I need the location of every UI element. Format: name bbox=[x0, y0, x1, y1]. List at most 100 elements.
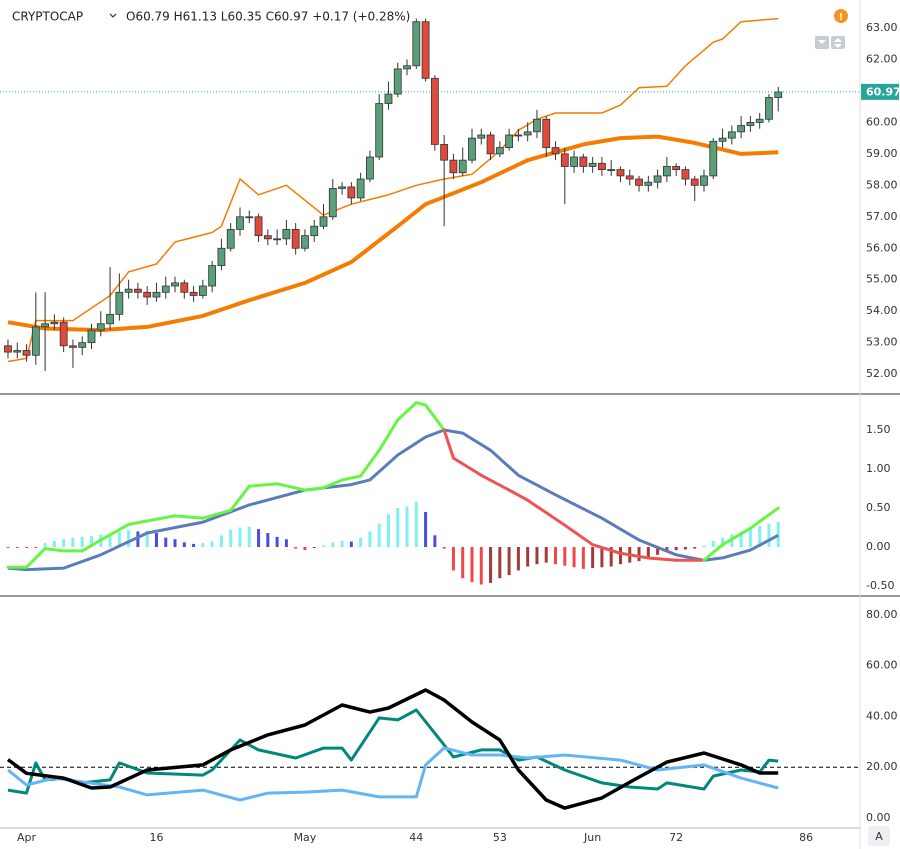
x-tick-label: May bbox=[294, 831, 317, 844]
candle-body bbox=[375, 103, 384, 158]
candle-body bbox=[366, 156, 374, 180]
y-tick-label: 0.50 bbox=[866, 501, 891, 514]
candle-body bbox=[598, 162, 606, 170]
histogram-bar bbox=[257, 529, 261, 548]
candle-body bbox=[134, 288, 142, 293]
candle-body bbox=[718, 137, 727, 142]
fast-line-segment bbox=[414, 401, 428, 407]
fast-line-segment bbox=[275, 482, 307, 492]
candle-body bbox=[217, 247, 226, 266]
candle-body bbox=[50, 321, 59, 325]
candle-body bbox=[189, 291, 198, 296]
x-tick-label: 72 bbox=[669, 831, 683, 844]
histogram-bar bbox=[721, 537, 725, 548]
candle-body bbox=[198, 285, 207, 296]
candle-body bbox=[737, 125, 746, 133]
histogram-bar bbox=[80, 536, 84, 548]
histogram-bar bbox=[15, 547, 19, 549]
histogram-bar bbox=[182, 542, 186, 548]
fast-line-segment bbox=[201, 508, 233, 520]
line bbox=[7, 428, 779, 572]
fast-line-segment bbox=[99, 522, 131, 542]
candle-body bbox=[208, 265, 217, 287]
fast-line-segment bbox=[563, 523, 595, 547]
histogram-bar bbox=[25, 547, 29, 549]
candle-body bbox=[356, 178, 365, 199]
symbol[interactable]: CRYPTOCAP bbox=[12, 10, 83, 24]
histogram-bar bbox=[674, 547, 678, 551]
histogram-bar bbox=[164, 537, 168, 548]
histogram-bar bbox=[229, 529, 233, 548]
histogram-bar bbox=[646, 547, 650, 559]
alert-icon[interactable] bbox=[834, 9, 848, 23]
histogram-bar bbox=[591, 547, 595, 569]
histogram-bar bbox=[294, 547, 298, 549]
histogram-bar bbox=[489, 547, 493, 583]
histogram-bar bbox=[275, 536, 279, 548]
fast-line-segment bbox=[80, 538, 103, 553]
candle-body bbox=[96, 323, 105, 331]
candle-body bbox=[430, 77, 439, 145]
histogram-bar bbox=[498, 547, 502, 579]
candle-body bbox=[579, 156, 588, 167]
histogram-bar bbox=[479, 547, 483, 585]
candle-body bbox=[468, 137, 476, 161]
candle-body bbox=[542, 118, 551, 148]
histogram-bar bbox=[136, 531, 140, 548]
y-tick-label: -0.50 bbox=[866, 579, 894, 592]
histogram-bar bbox=[767, 523, 771, 548]
y-tick-label: 1.00 bbox=[866, 462, 891, 475]
y-tick-label: 57.00 bbox=[866, 210, 898, 223]
fast-line-segment bbox=[442, 428, 455, 460]
histogram-bar bbox=[758, 525, 762, 548]
fast-line-segment bbox=[127, 514, 177, 526]
arrow-icon bbox=[818, 40, 826, 44]
x-tick-label: 86 bbox=[799, 831, 813, 844]
y-tick-label: 0.00 bbox=[866, 811, 891, 824]
candle-body bbox=[115, 291, 124, 315]
histogram-bar bbox=[71, 537, 75, 548]
histogram-bar bbox=[739, 531, 743, 548]
histogram-bar bbox=[349, 541, 353, 548]
ohlc-legend: O60.79 H61.13 L60.35 C60.97 +0.17 (+0.28… bbox=[126, 10, 410, 24]
candle-body bbox=[616, 169, 625, 177]
histogram-bar bbox=[544, 547, 548, 563]
candle-body bbox=[384, 93, 393, 104]
candle-body bbox=[588, 162, 597, 167]
candle-body bbox=[301, 235, 309, 249]
histogram-bar bbox=[516, 547, 520, 571]
candle-body bbox=[282, 228, 291, 240]
scale-up-button[interactable] bbox=[831, 36, 845, 49]
histogram-bar bbox=[127, 529, 131, 548]
candle-body bbox=[514, 134, 523, 137]
symbol-dropdown[interactable] bbox=[109, 13, 117, 18]
histogram-bar bbox=[34, 547, 38, 549]
histogram-bar bbox=[405, 506, 409, 548]
histogram-bar bbox=[154, 532, 158, 548]
candle-body bbox=[505, 134, 514, 148]
histogram-bar bbox=[377, 523, 381, 548]
candle-body bbox=[495, 147, 504, 155]
candle-body bbox=[560, 153, 569, 167]
candle-body bbox=[22, 350, 31, 356]
fast-line-segment bbox=[526, 498, 567, 527]
y-tick-label: 20.00 bbox=[866, 760, 898, 773]
candle-body bbox=[635, 178, 643, 186]
fast-line-segment bbox=[424, 403, 446, 432]
auto-scale-button[interactable] bbox=[868, 826, 890, 846]
y-tick-label: 55.00 bbox=[866, 273, 898, 286]
candle-body bbox=[347, 186, 356, 199]
candle-body bbox=[440, 144, 449, 161]
y-tick-label: 59.00 bbox=[866, 147, 898, 160]
candle-body bbox=[477, 134, 486, 139]
histogram-bar bbox=[386, 514, 390, 548]
x-tick-label: 44 bbox=[409, 831, 423, 844]
candle-body bbox=[273, 238, 282, 241]
histogram-bar bbox=[554, 547, 558, 565]
candle-body bbox=[310, 225, 319, 237]
histogram-bar bbox=[609, 547, 613, 567]
histogram-bar bbox=[210, 541, 214, 548]
fast-line-segment bbox=[479, 473, 511, 492]
